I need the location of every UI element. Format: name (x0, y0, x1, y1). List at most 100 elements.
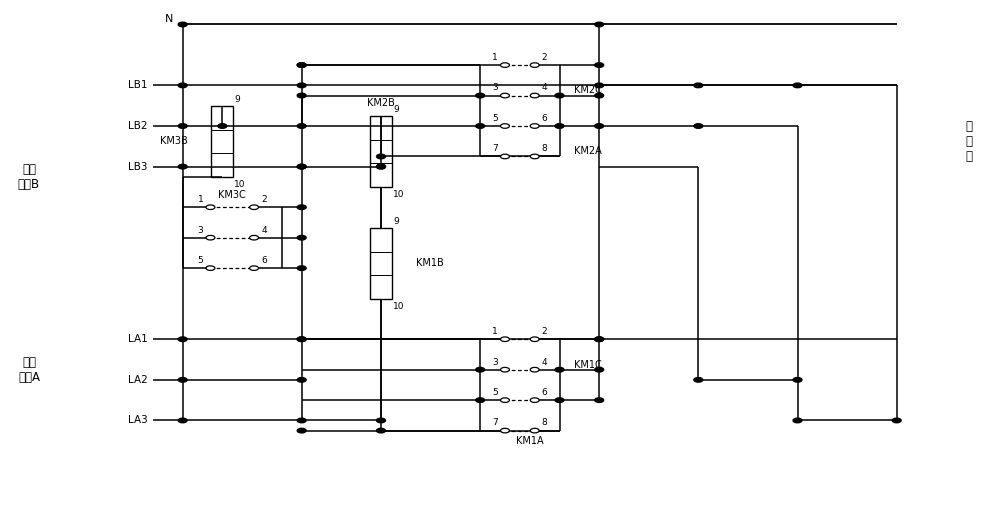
Text: N: N (164, 14, 173, 24)
Circle shape (694, 83, 703, 88)
Bar (370, 228, 392, 299)
Circle shape (595, 337, 604, 342)
Circle shape (476, 367, 485, 372)
Circle shape (500, 93, 509, 98)
Circle shape (178, 378, 187, 382)
Text: LA3: LA3 (128, 415, 148, 426)
Circle shape (555, 93, 564, 98)
Circle shape (555, 124, 564, 128)
Circle shape (595, 22, 604, 27)
Text: 7: 7 (492, 418, 498, 427)
Circle shape (476, 93, 485, 98)
Text: 4: 4 (261, 225, 267, 235)
Text: 交流
电源B: 交流 电源B (18, 163, 40, 191)
Text: 2: 2 (261, 195, 267, 204)
Circle shape (218, 124, 227, 128)
Text: 10: 10 (393, 190, 405, 199)
Circle shape (297, 124, 306, 128)
Bar (370, 116, 392, 187)
Text: 3: 3 (492, 84, 498, 92)
Circle shape (595, 337, 604, 342)
Text: KM1A: KM1A (516, 436, 544, 446)
Circle shape (297, 337, 306, 342)
Circle shape (793, 378, 802, 382)
Circle shape (250, 205, 259, 209)
Circle shape (297, 93, 306, 98)
Text: KM2C: KM2C (574, 86, 602, 95)
Circle shape (500, 63, 509, 68)
Text: 2: 2 (542, 53, 547, 62)
Text: 8: 8 (542, 144, 548, 153)
Circle shape (530, 337, 539, 342)
Circle shape (297, 205, 306, 209)
Circle shape (178, 22, 187, 27)
Text: KM1B: KM1B (416, 258, 443, 268)
Circle shape (377, 154, 385, 159)
Circle shape (694, 124, 703, 128)
Circle shape (530, 154, 539, 159)
Circle shape (178, 418, 187, 423)
Circle shape (297, 164, 306, 169)
Text: 2: 2 (542, 327, 547, 336)
Text: 4: 4 (542, 358, 547, 366)
Text: 9: 9 (393, 105, 399, 114)
Text: 10: 10 (234, 180, 246, 189)
Circle shape (377, 428, 385, 433)
Circle shape (555, 367, 564, 372)
Circle shape (250, 235, 259, 240)
Text: LB1: LB1 (128, 80, 148, 90)
Text: 7: 7 (492, 144, 498, 153)
Circle shape (206, 266, 215, 270)
Circle shape (595, 83, 604, 88)
Circle shape (377, 164, 385, 169)
Circle shape (500, 367, 509, 372)
Circle shape (250, 266, 259, 270)
Text: 8: 8 (542, 418, 548, 427)
Circle shape (297, 337, 306, 342)
Text: 1: 1 (492, 327, 498, 336)
Circle shape (476, 124, 485, 128)
Text: LB2: LB2 (128, 121, 148, 131)
Text: LB3: LB3 (128, 162, 148, 172)
Circle shape (178, 124, 187, 128)
Text: KM2B: KM2B (367, 98, 395, 108)
Circle shape (178, 164, 187, 169)
Circle shape (595, 93, 604, 98)
Circle shape (297, 83, 306, 88)
Text: 9: 9 (234, 95, 240, 104)
Circle shape (297, 63, 306, 68)
Text: LA2: LA2 (128, 375, 148, 385)
Circle shape (297, 266, 306, 270)
Circle shape (297, 164, 306, 169)
Circle shape (178, 83, 187, 88)
Text: 5: 5 (492, 388, 498, 397)
Circle shape (595, 63, 604, 68)
Circle shape (530, 398, 539, 402)
Text: 4: 4 (542, 84, 547, 92)
Text: 5: 5 (198, 256, 203, 265)
Circle shape (377, 164, 385, 169)
Circle shape (793, 83, 802, 88)
Text: 3: 3 (198, 225, 203, 235)
Circle shape (793, 418, 802, 423)
Text: 1: 1 (198, 195, 203, 204)
Circle shape (530, 367, 539, 372)
Text: 6: 6 (542, 388, 548, 397)
Text: KM1C: KM1C (574, 360, 602, 369)
Text: KM3B: KM3B (160, 136, 188, 146)
Circle shape (297, 235, 306, 240)
Circle shape (297, 378, 306, 382)
Circle shape (530, 63, 539, 68)
Circle shape (530, 93, 539, 98)
Circle shape (297, 428, 306, 433)
Text: 1: 1 (492, 53, 498, 62)
Circle shape (500, 398, 509, 402)
Circle shape (206, 235, 215, 240)
Text: KM2A: KM2A (574, 147, 602, 156)
Text: 至
负
载: 至 负 载 (966, 120, 973, 163)
Circle shape (595, 398, 604, 402)
Circle shape (694, 378, 703, 382)
Circle shape (595, 367, 604, 372)
Circle shape (530, 428, 539, 433)
Circle shape (206, 205, 215, 209)
